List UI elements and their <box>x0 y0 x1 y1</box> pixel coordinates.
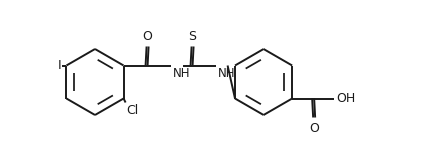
Text: S: S <box>189 30 197 43</box>
Text: O: O <box>143 30 152 43</box>
Text: NH: NH <box>173 67 190 80</box>
Text: O: O <box>309 121 319 134</box>
Text: NH: NH <box>218 67 235 80</box>
Text: I: I <box>58 59 61 72</box>
Text: OH: OH <box>336 92 355 105</box>
Text: Cl: Cl <box>127 103 139 116</box>
